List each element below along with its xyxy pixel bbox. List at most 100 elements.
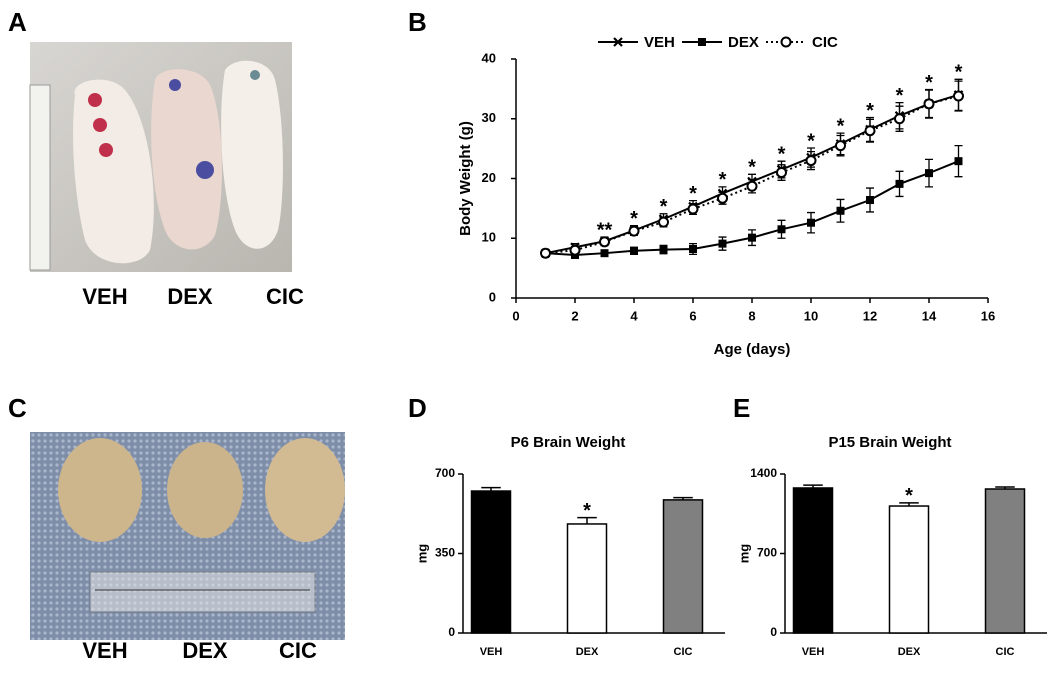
bar bbox=[662, 499, 704, 634]
photo-label: DEX bbox=[167, 284, 213, 309]
bar bbox=[984, 488, 1026, 634]
marker bbox=[717, 192, 728, 204]
bar bbox=[470, 490, 512, 634]
x-tick-label: CIC bbox=[674, 646, 693, 658]
y-tick-label: 30 bbox=[482, 110, 496, 125]
x-tick-label: 0 bbox=[512, 308, 519, 323]
marker bbox=[599, 236, 610, 248]
x-tick-label: VEH bbox=[480, 646, 503, 658]
significance-marker: * bbox=[778, 143, 786, 165]
significance-marker: * bbox=[896, 85, 904, 107]
marker bbox=[689, 245, 697, 254]
marker bbox=[776, 167, 787, 179]
photo-label: CIC bbox=[279, 638, 317, 663]
marker bbox=[864, 125, 876, 137]
significance-marker: * bbox=[583, 500, 591, 522]
y-axis-title: mg bbox=[736, 544, 751, 564]
marker bbox=[923, 98, 935, 110]
panel-letter: B bbox=[408, 7, 427, 37]
marker bbox=[895, 179, 904, 188]
panel-letter: A bbox=[8, 7, 27, 37]
x-tick-label: 4 bbox=[630, 308, 638, 323]
marker bbox=[836, 206, 845, 215]
significance-marker: * bbox=[807, 130, 815, 152]
x-tick-label: 16 bbox=[981, 308, 995, 323]
chart-title: P15 Brain Weight bbox=[828, 434, 951, 451]
y-tick-label: 350 bbox=[435, 546, 455, 560]
significance-marker: * bbox=[866, 100, 874, 122]
photo-label: DEX bbox=[182, 638, 228, 663]
significance-marker: * bbox=[630, 208, 638, 230]
significance-marker: * bbox=[748, 157, 756, 179]
marker bbox=[777, 225, 786, 234]
x-tick-label: CIC bbox=[996, 646, 1015, 658]
bar bbox=[566, 523, 608, 634]
y-tick-label: 20 bbox=[482, 170, 496, 185]
chart-title: P6 Brain Weight bbox=[511, 434, 626, 451]
significance-marker: ** bbox=[597, 219, 613, 241]
y-tick-label: 0 bbox=[770, 625, 777, 639]
marker bbox=[540, 247, 551, 259]
marker bbox=[630, 246, 638, 255]
marker bbox=[746, 180, 758, 192]
legend-marker bbox=[780, 36, 792, 48]
marker bbox=[748, 233, 756, 242]
photo-brains bbox=[30, 432, 345, 640]
marker bbox=[953, 90, 964, 102]
y-axis-title: Body Weight (g) bbox=[457, 121, 474, 236]
significance-marker: * bbox=[689, 183, 697, 205]
x-tick-label: 14 bbox=[922, 308, 937, 323]
significance-marker: * bbox=[660, 196, 668, 218]
significance-marker: * bbox=[837, 115, 845, 137]
marker bbox=[628, 225, 640, 237]
panel-letter: C bbox=[8, 393, 27, 423]
marker bbox=[835, 140, 846, 152]
bar bbox=[792, 487, 834, 634]
x-tick-label: 10 bbox=[804, 308, 818, 323]
series-line bbox=[545, 95, 959, 255]
significance-marker: * bbox=[905, 485, 913, 507]
y-tick-label: 1400 bbox=[750, 466, 777, 480]
legend-label: VEH bbox=[644, 34, 675, 51]
x-tick-label: 12 bbox=[863, 308, 877, 323]
marker bbox=[954, 157, 963, 166]
y-tick-label: 700 bbox=[435, 466, 455, 480]
marker bbox=[807, 218, 815, 227]
x-tick-label: VEH bbox=[802, 646, 825, 658]
y-tick-label: 700 bbox=[757, 546, 777, 560]
panel-letter: E bbox=[733, 393, 750, 423]
y-tick-label: 40 bbox=[482, 50, 496, 65]
photo-label: VEH bbox=[82, 284, 127, 309]
marker bbox=[925, 169, 933, 178]
x-tick-label: 6 bbox=[689, 308, 696, 323]
legend-marker bbox=[613, 37, 623, 47]
y-tick-label: 0 bbox=[448, 625, 455, 639]
error-bar bbox=[577, 516, 597, 524]
x-tick-label: DEX bbox=[576, 646, 599, 658]
marker bbox=[805, 155, 817, 167]
significance-marker: * bbox=[955, 62, 963, 84]
photo-label: CIC bbox=[266, 284, 304, 309]
legend-label: CIC bbox=[812, 34, 838, 51]
photo-mice bbox=[29, 42, 292, 272]
marker bbox=[687, 203, 699, 215]
marker bbox=[659, 245, 668, 254]
y-tick-label: 10 bbox=[482, 230, 496, 245]
significance-marker: * bbox=[925, 72, 933, 94]
panel-letter: D bbox=[408, 393, 427, 423]
x-tick-label: 2 bbox=[571, 308, 578, 323]
legend-marker bbox=[698, 38, 706, 46]
marker bbox=[569, 244, 581, 256]
marker bbox=[718, 239, 727, 248]
significance-marker: * bbox=[719, 169, 727, 191]
photo-label: VEH bbox=[82, 638, 127, 663]
x-axis-title: Age (days) bbox=[714, 341, 791, 358]
y-tick-label: 0 bbox=[489, 289, 496, 304]
y-axis-title: mg bbox=[414, 544, 429, 564]
marker bbox=[866, 196, 874, 205]
x-tick-label: DEX bbox=[898, 646, 921, 658]
x-tick-label: 8 bbox=[748, 308, 755, 323]
marker bbox=[658, 216, 669, 228]
